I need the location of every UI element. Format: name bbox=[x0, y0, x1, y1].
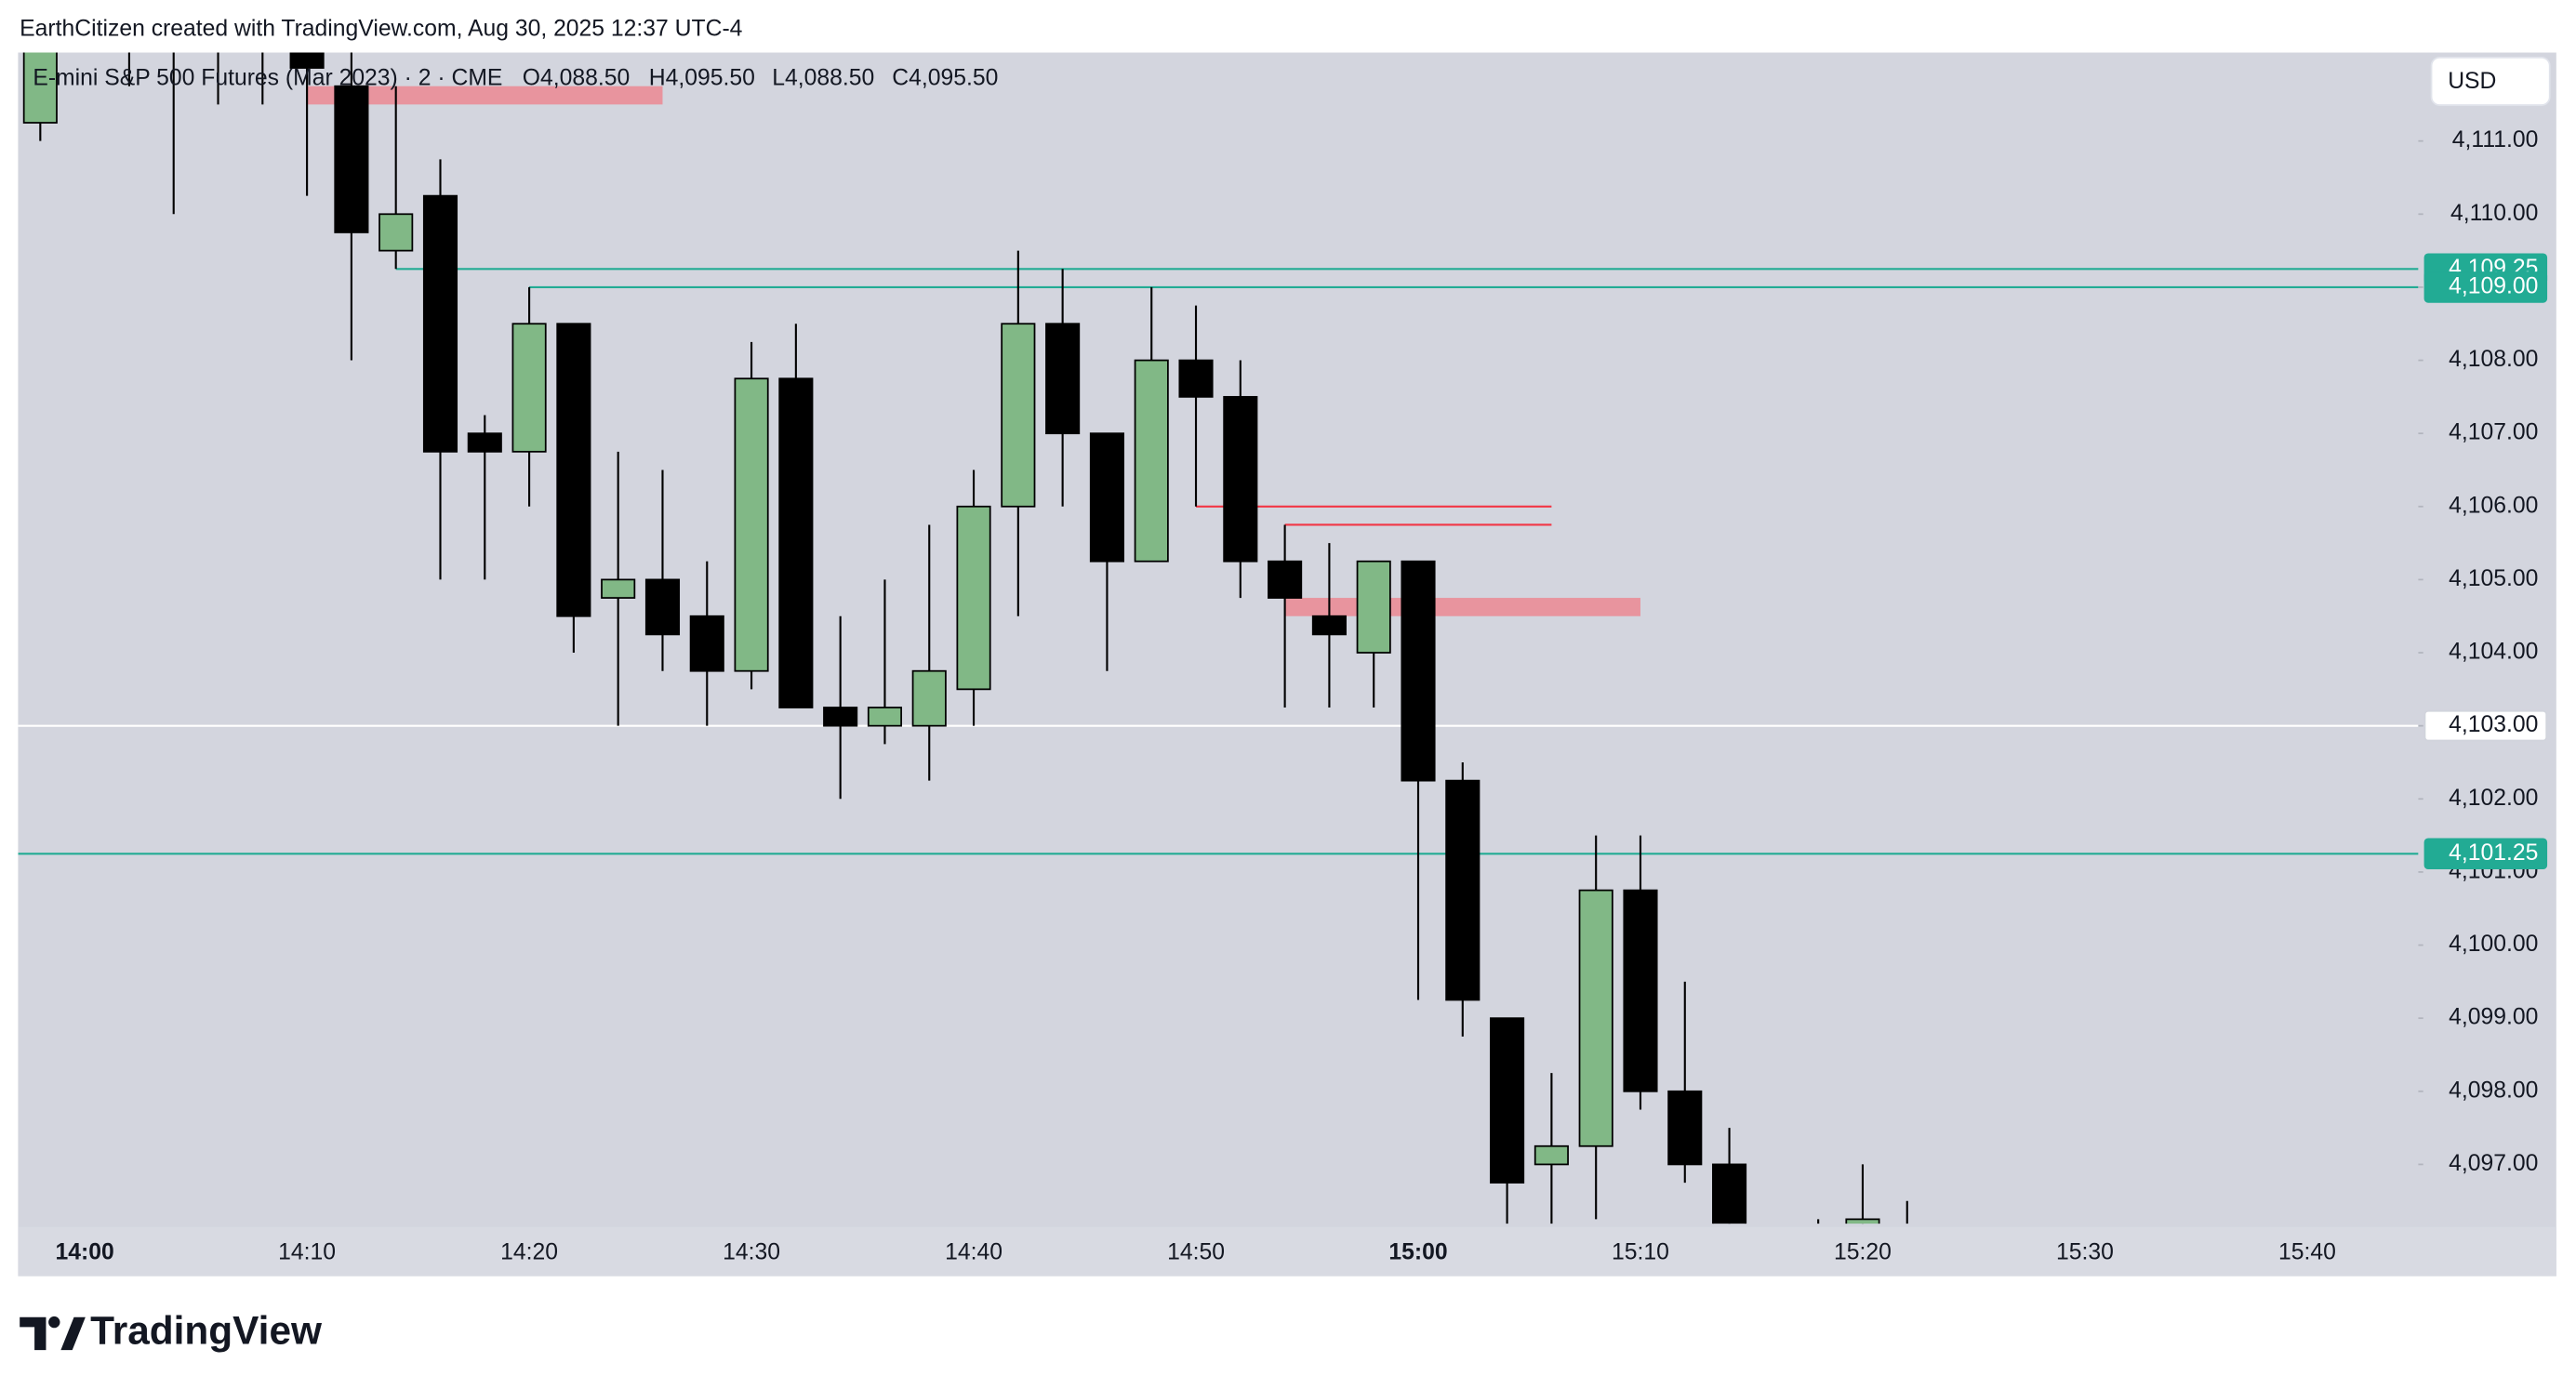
y-tick-label: 4,110.00 bbox=[2450, 201, 2538, 226]
candle-body bbox=[1268, 560, 1303, 599]
candle-body bbox=[689, 615, 724, 672]
zone bbox=[1284, 598, 1640, 616]
candle-body bbox=[1534, 1144, 1569, 1166]
candle-body bbox=[956, 505, 991, 691]
currency-button[interactable] bbox=[2430, 56, 2551, 106]
y-tick-label: 4,102.00 bbox=[2449, 786, 2538, 811]
candle-body bbox=[644, 578, 681, 636]
candle-body bbox=[1578, 889, 1613, 1147]
candle-body bbox=[422, 194, 458, 453]
y-tick-label: 4,097.00 bbox=[2449, 1151, 2538, 1176]
candle-body bbox=[22, 52, 58, 124]
candle-body bbox=[911, 669, 947, 727]
candle-body bbox=[1178, 359, 1214, 398]
x-tick-label: 14:30 bbox=[723, 1239, 780, 1264]
candle-body bbox=[1089, 432, 1124, 562]
candle-body bbox=[823, 707, 858, 727]
y-tick-label: 4,107.00 bbox=[2449, 420, 2538, 445]
x-tick-label: 15:40 bbox=[2278, 1239, 2336, 1264]
y-tick-label: 4,106.00 bbox=[2449, 493, 2538, 518]
x-tick-label: 14:20 bbox=[500, 1239, 558, 1264]
candle-body bbox=[778, 377, 814, 708]
credit-line: EarthCitizen created with TradingView.co… bbox=[20, 16, 742, 41]
x-tick-label: 14:50 bbox=[1167, 1239, 1225, 1264]
candle-body bbox=[1712, 1163, 1747, 1224]
candle-body bbox=[378, 213, 414, 252]
price-label: 4,109.00 bbox=[2449, 273, 2538, 298]
x-tick-label: 14:00 bbox=[56, 1239, 114, 1264]
legend-title: E-mini S&P 500 Futures (Mar 2023) · 2 · … bbox=[33, 65, 502, 90]
y-tick-label: 4,099.00 bbox=[2449, 1005, 2538, 1030]
legend-open: O4,088.50 bbox=[523, 65, 630, 90]
candle-body bbox=[1667, 1090, 1703, 1166]
candle-body bbox=[1223, 395, 1258, 562]
candle-body bbox=[1845, 1218, 1880, 1224]
y-tick-label: 4,098.00 bbox=[2449, 1078, 2538, 1103]
y-tick-label: 4,105.00 bbox=[2449, 566, 2538, 591]
candle-body bbox=[1623, 889, 1658, 1092]
price-label: 4,101.25 bbox=[2449, 840, 2538, 866]
y-tick-label: 4,100.00 bbox=[2449, 932, 2538, 957]
candle-body bbox=[1311, 615, 1347, 636]
x-tick-label: 15:00 bbox=[1388, 1239, 1447, 1264]
price-label-box bbox=[2423, 709, 2548, 742]
candle-body bbox=[1134, 359, 1169, 562]
y-tick-label: 4,104.00 bbox=[2449, 640, 2538, 665]
candle-body bbox=[1001, 323, 1036, 508]
candle-body bbox=[1490, 1017, 1525, 1184]
candle-body bbox=[1356, 560, 1391, 654]
candle-body bbox=[511, 323, 547, 453]
y-tick-label: 4,111.00 bbox=[2452, 127, 2539, 152]
candle-body bbox=[1401, 560, 1436, 782]
candle-body bbox=[1045, 323, 1081, 435]
time-axis bbox=[18, 1226, 2556, 1277]
legend-close: C4,095.50 bbox=[892, 65, 998, 90]
x-tick-label: 15:10 bbox=[1612, 1239, 1669, 1264]
candle-body bbox=[734, 377, 769, 672]
brand-logo bbox=[20, 1316, 86, 1351]
price-label-box bbox=[2423, 271, 2548, 303]
candle-body bbox=[601, 578, 636, 599]
y-tick-label: 4,108.00 bbox=[2449, 347, 2538, 372]
price-axis: 4,097.004,098.004,099.004,100.004,101.00… bbox=[2418, 127, 2548, 1176]
price-label-box bbox=[2423, 838, 2548, 870]
candle-body bbox=[467, 432, 502, 453]
candle-body bbox=[157, 0, 190, 13]
x-tick-label: 15:20 bbox=[1834, 1239, 1892, 1264]
currency-label[interactable]: USD bbox=[2448, 69, 2496, 94]
candle-body bbox=[1445, 779, 1481, 1001]
x-tick-label: 14:10 bbox=[278, 1239, 336, 1264]
x-tick-label: 15:30 bbox=[2056, 1239, 2114, 1264]
x-tick-label: 14:40 bbox=[945, 1239, 1003, 1264]
candle-body bbox=[556, 323, 591, 617]
candle-body bbox=[867, 707, 903, 727]
candle-body bbox=[289, 52, 325, 69]
candle-body bbox=[334, 85, 369, 233]
legend-low: L4,088.50 bbox=[772, 65, 874, 90]
plot-area bbox=[18, 0, 2419, 1224]
brand-name: TradingView bbox=[90, 1309, 323, 1353]
price-label: 4,103.00 bbox=[2449, 712, 2538, 737]
legend-high: H4,095.50 bbox=[649, 65, 755, 90]
